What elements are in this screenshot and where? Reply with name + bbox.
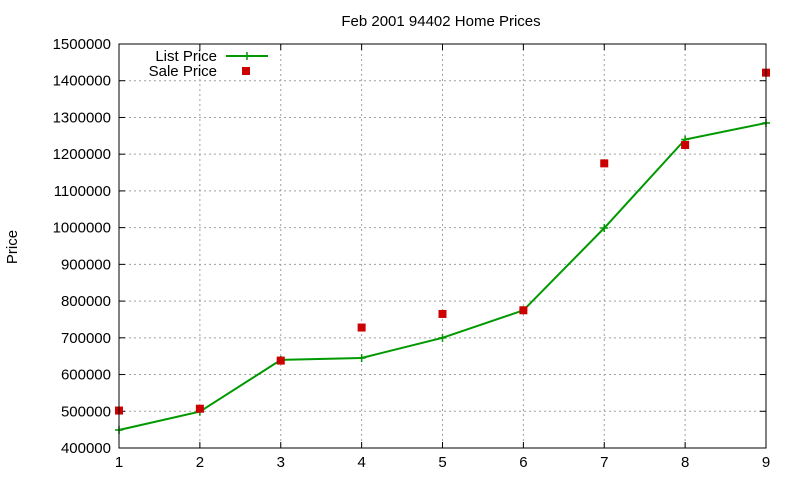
x-tick-label: 7 [600,454,608,471]
legend-label-sale-price: Sale Price [149,63,217,80]
y-tick-label: 1100000 [54,183,111,200]
y-tick-label: 1000000 [53,220,111,237]
x-tick-label: 1 [115,454,123,471]
x-tick-label: 9 [762,454,770,471]
plot-frame [118,43,767,449]
y-axis-label: Price [4,230,21,264]
x-tick-label: 5 [438,454,446,471]
legend-marker-list-price [243,52,251,60]
x-tick-label: 4 [357,454,365,471]
y-tick-label: 1500000 [53,36,111,53]
grid-layer [119,44,766,448]
legend: List Price Sale Price [149,48,268,80]
list-price-point [357,354,366,363]
sale-price-point [600,159,609,168]
sale-price-point [195,404,204,413]
sale-price-point [357,323,366,332]
y-tick-label: 500000 [61,403,111,420]
y-tick-label: 1300000 [53,109,111,126]
y-tick-label: 900000 [61,256,111,273]
y-tick-label: 1400000 [53,73,111,90]
list-price-point [438,333,447,342]
legend-marker-sale-price [242,67,250,75]
x-tick-label: 6 [519,454,527,471]
sale-price-point [519,306,528,315]
sale-price-point [438,309,447,318]
sale-price-point [276,356,285,365]
y-tick-label: 1200000 [53,146,111,163]
x-tick-label: 3 [277,454,285,471]
list-price-point [600,224,609,233]
chart-title: Feb 2001 94402 Home Prices [341,13,540,30]
y-tick-label: 600000 [61,367,111,384]
y-tick-label: 700000 [61,330,111,347]
x-tick-label: 8 [681,454,689,471]
ticks-layer: 400000 500000 600000 700000 800000 900000 1000… [53,36,771,471]
y-tick-label: 800000 [61,293,111,310]
legend-label-list-price: List Price [155,48,217,65]
sale-price-point [681,141,690,149]
y-tick-label: 400000 [61,440,111,457]
x-tick-label: 2 [196,454,204,471]
